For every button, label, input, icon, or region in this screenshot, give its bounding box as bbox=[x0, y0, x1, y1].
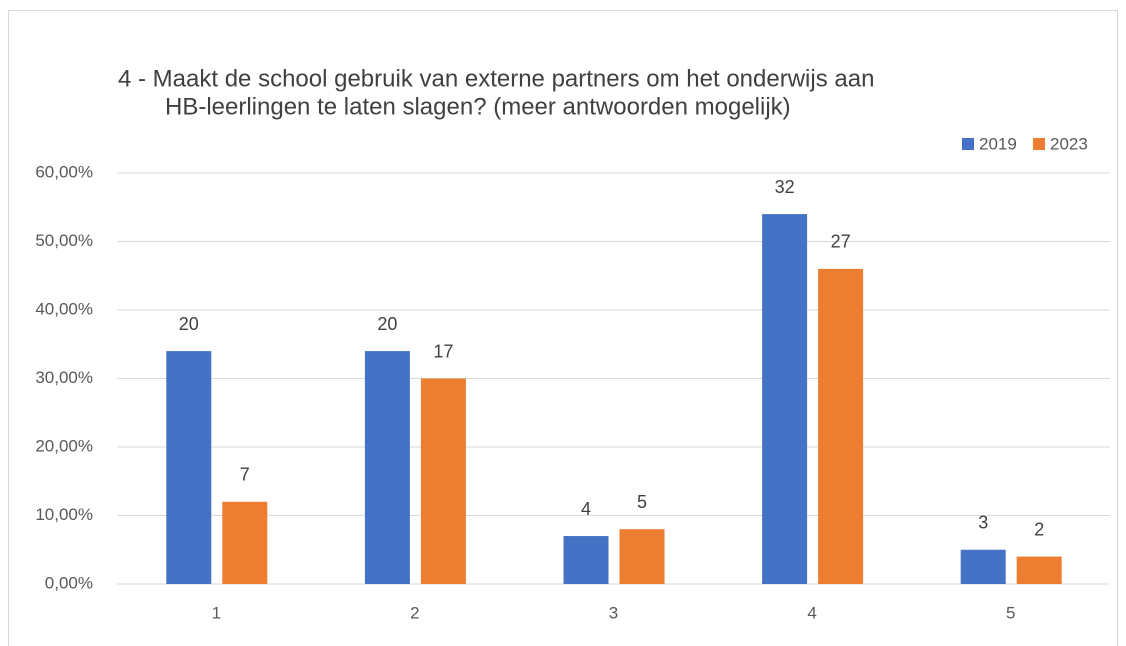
data-label: 17 bbox=[433, 341, 453, 361]
x-tick-label: 3 bbox=[609, 603, 618, 622]
bar bbox=[762, 214, 808, 584]
bar bbox=[364, 351, 410, 584]
y-tick-label: 40,00% bbox=[35, 299, 93, 318]
bar bbox=[1016, 556, 1062, 584]
y-tick-label: 50,00% bbox=[35, 231, 93, 250]
y-tick-label: 20,00% bbox=[35, 436, 93, 455]
bar bbox=[619, 529, 665, 584]
data-label: 20 bbox=[377, 314, 397, 334]
chart-title: 4 - Maakt de school gebruik van externe … bbox=[118, 65, 874, 92]
data-label: 20 bbox=[179, 314, 199, 334]
bar bbox=[563, 536, 609, 584]
data-label: 4 bbox=[581, 499, 591, 519]
x-tick-label: 1 bbox=[212, 603, 221, 622]
x-tick-label: 5 bbox=[1006, 603, 1015, 622]
data-label: 5 bbox=[637, 492, 647, 512]
data-label: 7 bbox=[240, 465, 250, 485]
y-tick-label: 30,00% bbox=[35, 368, 93, 387]
x-tick-label: 4 bbox=[807, 603, 816, 622]
data-label: 27 bbox=[831, 232, 851, 252]
legend-label: 2019 bbox=[979, 134, 1017, 153]
legend-label: 2023 bbox=[1050, 134, 1088, 153]
bar bbox=[166, 351, 212, 584]
bar bbox=[222, 501, 268, 584]
chart-title: HB-leerlingen te laten slagen? (meer ant… bbox=[165, 93, 791, 120]
legend-swatch bbox=[962, 138, 974, 150]
bar bbox=[818, 268, 864, 584]
data-label: 3 bbox=[978, 513, 988, 533]
x-tick-label: 2 bbox=[410, 603, 419, 622]
legend-swatch bbox=[1033, 138, 1045, 150]
y-tick-label: 60,00% bbox=[35, 162, 93, 181]
y-tick-label: 0,00% bbox=[45, 573, 93, 592]
bar bbox=[960, 549, 1006, 584]
data-label: 2 bbox=[1034, 519, 1044, 539]
bar bbox=[420, 378, 466, 584]
y-tick-label: 10,00% bbox=[35, 505, 93, 524]
data-label: 32 bbox=[775, 177, 795, 197]
